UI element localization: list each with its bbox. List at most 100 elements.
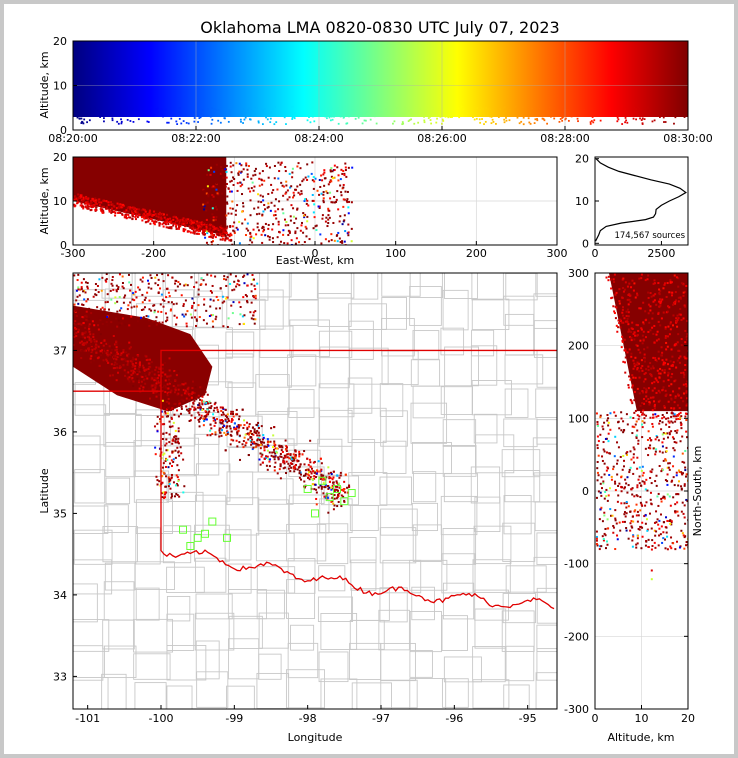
plan-source bbox=[96, 284, 99, 287]
plan-source bbox=[175, 405, 178, 408]
ns-source bbox=[659, 289, 662, 292]
ew-source bbox=[249, 190, 252, 193]
plan-source bbox=[165, 402, 168, 405]
time-altitude-source bbox=[214, 109, 217, 112]
ew-source bbox=[215, 197, 218, 200]
ns-source bbox=[595, 542, 598, 545]
ns-source bbox=[647, 430, 650, 433]
red-river-border bbox=[160, 391, 555, 610]
plan-source bbox=[348, 485, 351, 488]
plan-source bbox=[95, 343, 98, 346]
plan-source bbox=[190, 396, 193, 399]
county-boundary bbox=[442, 289, 469, 331]
ns-source bbox=[667, 325, 670, 328]
plan-source bbox=[166, 415, 169, 418]
plan-source bbox=[79, 288, 82, 291]
plan-source bbox=[127, 378, 130, 381]
plan-source bbox=[115, 289, 118, 292]
plan-source bbox=[201, 401, 204, 404]
plan-source bbox=[175, 474, 178, 477]
ns-source bbox=[652, 332, 655, 335]
county-boundary bbox=[196, 290, 223, 328]
ew-source bbox=[197, 222, 200, 225]
plan-source bbox=[286, 453, 289, 456]
ns-source bbox=[655, 339, 658, 342]
ns-source bbox=[605, 469, 608, 472]
ew-source bbox=[220, 224, 223, 227]
ew-source bbox=[319, 233, 322, 236]
ns-source bbox=[626, 451, 629, 454]
ns-source bbox=[676, 404, 679, 407]
plan-source bbox=[97, 354, 100, 357]
ns-source bbox=[625, 527, 628, 530]
time-altitude-source bbox=[530, 107, 533, 110]
county-boundary bbox=[166, 595, 191, 622]
ns-source bbox=[649, 439, 652, 442]
county-boundary bbox=[409, 559, 448, 591]
plan-source bbox=[309, 470, 312, 473]
time-altitude-source bbox=[514, 105, 517, 108]
ew-source bbox=[181, 218, 184, 221]
time-altitude-source bbox=[209, 115, 212, 118]
ns-source bbox=[632, 534, 635, 537]
plan-source bbox=[263, 449, 266, 452]
plan-source bbox=[280, 449, 283, 452]
ew-source bbox=[124, 213, 127, 216]
plan-source bbox=[231, 410, 234, 413]
ns-source bbox=[668, 431, 671, 434]
time-altitude-source bbox=[242, 108, 245, 111]
ns-source bbox=[631, 402, 634, 405]
ns-source bbox=[663, 521, 666, 524]
ew-source bbox=[278, 200, 281, 203]
ns-source bbox=[669, 278, 672, 281]
time-altitude-source bbox=[251, 110, 254, 112]
plan-source bbox=[164, 460, 167, 463]
ew-source bbox=[305, 202, 308, 205]
plan-source bbox=[169, 391, 172, 394]
ns-source bbox=[663, 368, 666, 371]
plan-source bbox=[170, 476, 173, 479]
plan-source bbox=[82, 343, 85, 346]
ew-source bbox=[184, 228, 187, 231]
ns-source bbox=[628, 468, 631, 471]
plan-source bbox=[118, 273, 121, 276]
ns-source bbox=[662, 531, 665, 534]
time-altitude-source bbox=[88, 108, 91, 111]
plan-source bbox=[115, 343, 118, 346]
plan-source bbox=[102, 359, 105, 362]
ew-source bbox=[242, 202, 245, 205]
ew-source bbox=[287, 224, 290, 227]
ew-source bbox=[208, 235, 211, 238]
plan-source bbox=[226, 430, 229, 433]
plan-source bbox=[201, 395, 204, 398]
plan-source bbox=[313, 488, 316, 491]
ew-source bbox=[215, 188, 218, 191]
ew-source bbox=[271, 228, 274, 231]
ew-source bbox=[202, 233, 205, 236]
county-boundary bbox=[378, 609, 410, 651]
plan-source bbox=[176, 484, 179, 487]
county-boundary bbox=[473, 413, 498, 444]
ns-source bbox=[650, 527, 653, 530]
ew-source bbox=[224, 234, 227, 237]
plan-source bbox=[156, 479, 159, 482]
plan-source bbox=[74, 332, 77, 335]
ns-source bbox=[625, 452, 628, 455]
plan-source bbox=[142, 308, 145, 311]
county-boundary bbox=[379, 527, 417, 564]
plan-source bbox=[268, 460, 271, 463]
plan-source bbox=[212, 299, 215, 302]
ns-source bbox=[618, 322, 621, 325]
ns-source bbox=[654, 293, 657, 296]
ew-source bbox=[148, 217, 151, 220]
plan-source bbox=[170, 416, 173, 419]
ew-source bbox=[324, 177, 327, 180]
ew-source bbox=[273, 164, 276, 167]
plan-source bbox=[121, 275, 124, 278]
plan-source bbox=[252, 311, 255, 314]
plan-source bbox=[126, 354, 129, 357]
plan-source bbox=[188, 393, 191, 396]
county-boundary bbox=[471, 273, 504, 301]
ns-source bbox=[677, 317, 680, 320]
plan-source bbox=[175, 323, 178, 326]
